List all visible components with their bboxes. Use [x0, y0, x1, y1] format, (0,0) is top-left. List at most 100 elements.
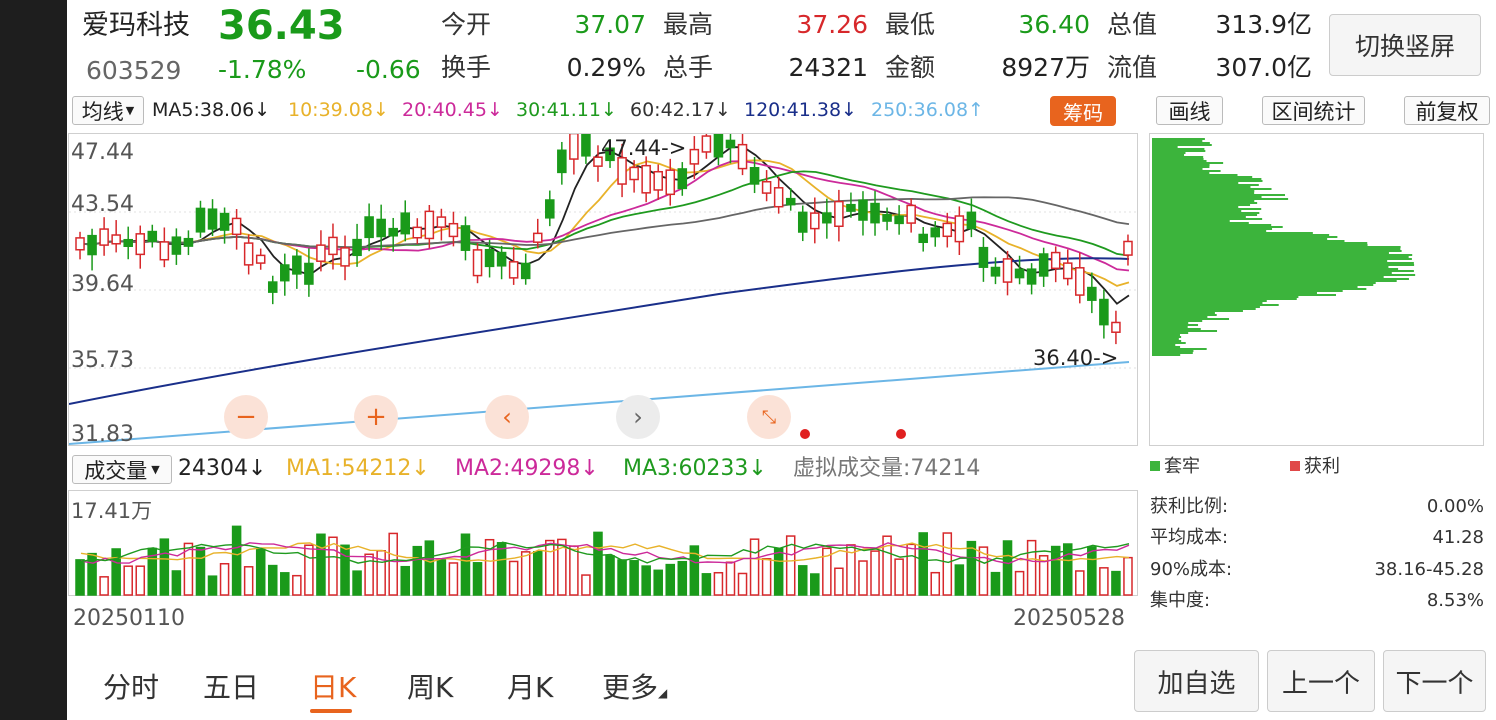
volume-ma1: MA1:54212↓: [286, 456, 430, 481]
chip-bar: [1152, 254, 1413, 256]
candle-body: [629, 166, 639, 181]
volume-label: 总手: [663, 53, 714, 82]
tab-intraday[interactable]: 分时: [103, 671, 160, 704]
ma20-legend: 20:40.45↓: [402, 99, 503, 121]
price-axis-label: 47.44: [71, 140, 134, 165]
ma-select-dropdown[interactable]: 均线 ▼: [72, 96, 144, 125]
kline-chart[interactable]: 47.44 43.54 39.64 35.73 31.83 47.44-> 36…: [68, 133, 1139, 446]
interval-stats-button[interactable]: 区间统计: [1262, 96, 1365, 125]
chip-bar: [1152, 220, 1230, 222]
chip-bar: [1152, 340, 1182, 342]
volume-bar: [761, 558, 772, 596]
amount-value: 8927万: [1001, 53, 1090, 82]
volume-bar: [773, 547, 784, 596]
chip-distribution-chart: [1149, 133, 1484, 446]
volume-bar: [111, 548, 121, 596]
left-system-bar: [0, 0, 67, 720]
chip-bar: [1152, 272, 1392, 274]
candle-body: [388, 227, 398, 237]
volume-bar: [436, 558, 447, 596]
chip-bar: [1152, 354, 1181, 356]
chip-svg: [1152, 138, 1416, 356]
volume-indicator-dropdown[interactable]: 成交量 ▼: [72, 455, 172, 484]
tab-daily-k[interactable]: 日K: [310, 671, 357, 704]
candle-body: [207, 208, 218, 230]
chip-bar: [1152, 308, 1256, 310]
chip-bar: [1152, 342, 1186, 344]
zoom-out-icon[interactable]: −: [224, 395, 268, 439]
volume-bar: [557, 538, 567, 596]
volume-bar: [99, 576, 109, 596]
chip-bar: [1152, 300, 1267, 302]
candle-body: [641, 164, 651, 194]
candle-body: [761, 181, 772, 194]
volume-bar: [942, 532, 953, 596]
previous-stock-button[interactable]: 上一个: [1267, 650, 1375, 712]
candle-body: [400, 212, 411, 235]
chip-bar: [1152, 142, 1210, 144]
mktcap-label: 总值: [1107, 10, 1158, 39]
candle-body: [520, 262, 531, 280]
chip-bar: [1152, 146, 1178, 148]
draw-line-button[interactable]: 画线: [1156, 96, 1223, 125]
low-price-annotation: 36.40->: [1033, 346, 1119, 370]
volume-bar: [1050, 545, 1061, 596]
volume-bar: [472, 562, 483, 596]
volume-bar: [243, 566, 254, 596]
candle-body: [966, 211, 977, 230]
zoom-in-icon[interactable]: +: [354, 395, 398, 439]
chip-bar: [1152, 210, 1242, 212]
chips-button[interactable]: 筹码: [1050, 96, 1116, 126]
chip-bar: [1152, 334, 1180, 336]
adjust-button[interactable]: 前复权: [1404, 96, 1490, 125]
candle-body: [243, 242, 254, 266]
tab-five-day[interactable]: 五日: [203, 671, 260, 704]
dropdown-arrow-icon: ▼: [151, 463, 160, 476]
add-watchlist-button[interactable]: 加自选: [1134, 650, 1259, 712]
volume-bar: [340, 544, 350, 596]
volume-bar: [292, 574, 302, 596]
scroll-right-icon[interactable]: ›: [616, 395, 660, 439]
candle-body: [725, 139, 736, 149]
candle-body: [593, 156, 603, 167]
candle-body: [255, 254, 266, 264]
tab-weekly-k[interactable]: 周K: [407, 671, 454, 704]
chip-bar: [1152, 344, 1176, 346]
volume-ma-line: [80, 542, 1130, 563]
volume-bar: [219, 562, 230, 596]
chip-bar: [1152, 160, 1207, 162]
chip-stat-value: 38.16-45.28: [1374, 559, 1484, 580]
event-dot-icon[interactable]: [800, 429, 810, 439]
volume-bar: [653, 569, 663, 596]
collapse-icon[interactable]: ⤡: [747, 395, 791, 439]
volume-ma2: MA2:49298↓: [455, 456, 599, 481]
volume-bar: [1075, 570, 1085, 596]
volume-bar: [749, 538, 760, 596]
more-corner-icon: ◢: [658, 686, 668, 700]
chip-bar: [1152, 226, 1283, 228]
candle-body: [978, 246, 989, 268]
candle-body: [135, 233, 146, 256]
tab-monthly-k[interactable]: 月K: [507, 671, 554, 704]
trapped-legend-label: 套牢: [1164, 456, 1200, 477]
chip-bar: [1152, 156, 1204, 158]
trapped-legend-swatch: [1150, 461, 1160, 471]
chip-stat-value: 41.28: [1432, 527, 1484, 548]
volume-chart[interactable]: 17.41万: [68, 490, 1138, 596]
scroll-left-icon[interactable]: ‹: [485, 395, 529, 439]
next-stock-button[interactable]: 下一个: [1383, 650, 1486, 712]
volume-bar: [400, 565, 411, 596]
ma120-legend: 120:41.38↓: [744, 99, 857, 121]
float-label: 流值: [1107, 53, 1158, 82]
volume-bar: [617, 559, 627, 596]
tab-more[interactable]: 更多◢: [602, 666, 667, 706]
volume-bar: [569, 545, 579, 596]
candle-body: [147, 230, 158, 243]
switch-portrait-button[interactable]: 切换竖屏: [1329, 14, 1481, 76]
chip-bar: [1152, 230, 1267, 232]
candle-body: [171, 236, 182, 255]
event-dot-icon[interactable]: [896, 429, 906, 439]
volume-bar: [822, 547, 832, 596]
chip-bar: [1152, 232, 1313, 234]
candle-body: [749, 167, 760, 185]
